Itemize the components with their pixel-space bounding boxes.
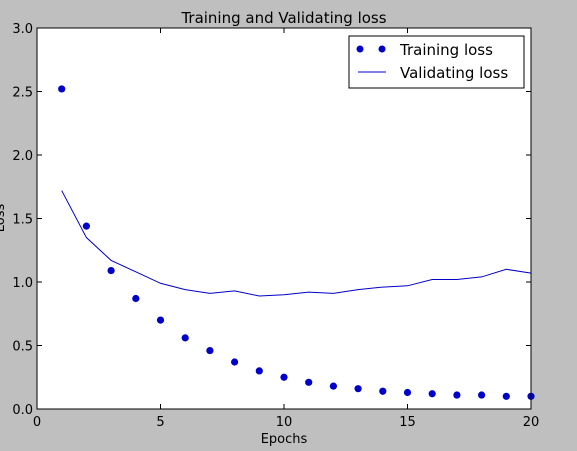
plot-frame — [36, 27, 532, 410]
training-loss-point — [255, 367, 263, 375]
training-loss-series — [58, 85, 535, 400]
x-tick-label: 20 — [523, 415, 540, 430]
legend-marker-training — [378, 45, 386, 53]
legend: Training loss Validating loss — [348, 35, 525, 89]
legend-label-validating: Validating loss — [400, 64, 508, 82]
y-tick-label: 0.5 — [12, 340, 33, 355]
training-loss-point — [280, 373, 288, 381]
training-loss-point — [206, 346, 214, 355]
y-tick-label: 2.5 — [12, 86, 33, 101]
legend-marker-training — [356, 45, 364, 53]
training-loss-point — [403, 388, 412, 397]
y-tick-label: 1.0 — [12, 276, 33, 291]
legend-box — [348, 35, 525, 89]
training-loss-point — [305, 378, 313, 386]
training-loss-point — [379, 387, 387, 395]
y-tick-label: 1.5 — [12, 213, 33, 228]
training-loss-point — [231, 358, 239, 366]
plot-area — [37, 28, 531, 409]
training-loss-point — [132, 294, 140, 303]
validating-loss-series — [61, 190, 532, 297]
axis-tick-labels: 0 5 10 15 20 0.0 0.5 1.0 1.5 2.0 2.5 3.0 — [12, 22, 539, 430]
y-tick-label: 0.0 — [12, 403, 33, 418]
y-tick-label: 2.0 — [12, 149, 33, 164]
training-loss-point — [58, 85, 66, 93]
y-axis-label: Loss — [0, 204, 8, 233]
training-loss-point — [329, 382, 337, 390]
x-tick-label: 10 — [276, 415, 293, 430]
training-loss-point — [453, 391, 461, 399]
training-loss-point — [107, 266, 115, 275]
x-tick-label: 5 — [156, 415, 164, 430]
validating-loss-line — [61, 190, 532, 297]
training-loss-point — [156, 316, 165, 324]
x-tick-label: 15 — [399, 415, 416, 430]
chart-title: Training and Validating loss — [180, 9, 386, 27]
training-loss-point — [181, 334, 189, 342]
x-tick-label: 0 — [33, 415, 41, 430]
training-loss-point — [478, 391, 486, 399]
legend-label-training: Training loss — [399, 41, 493, 59]
y-tick-label: 3.0 — [12, 22, 33, 37]
training-loss-point — [82, 222, 90, 230]
training-loss-point — [502, 392, 510, 400]
training-loss-point — [428, 390, 436, 398]
training-loss-point — [354, 385, 362, 393]
x-axis-label: Epochs — [261, 432, 308, 447]
